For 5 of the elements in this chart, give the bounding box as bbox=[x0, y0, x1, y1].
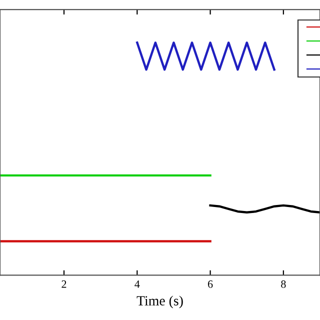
x-tick-label: 6 bbox=[208, 280, 213, 288]
x-axis-title: Time (s) bbox=[136, 296, 183, 308]
x-tick-label: 8 bbox=[281, 280, 286, 288]
x-tick-label: 2 bbox=[62, 280, 66, 288]
x-tick-label: 4 bbox=[134, 280, 140, 288]
